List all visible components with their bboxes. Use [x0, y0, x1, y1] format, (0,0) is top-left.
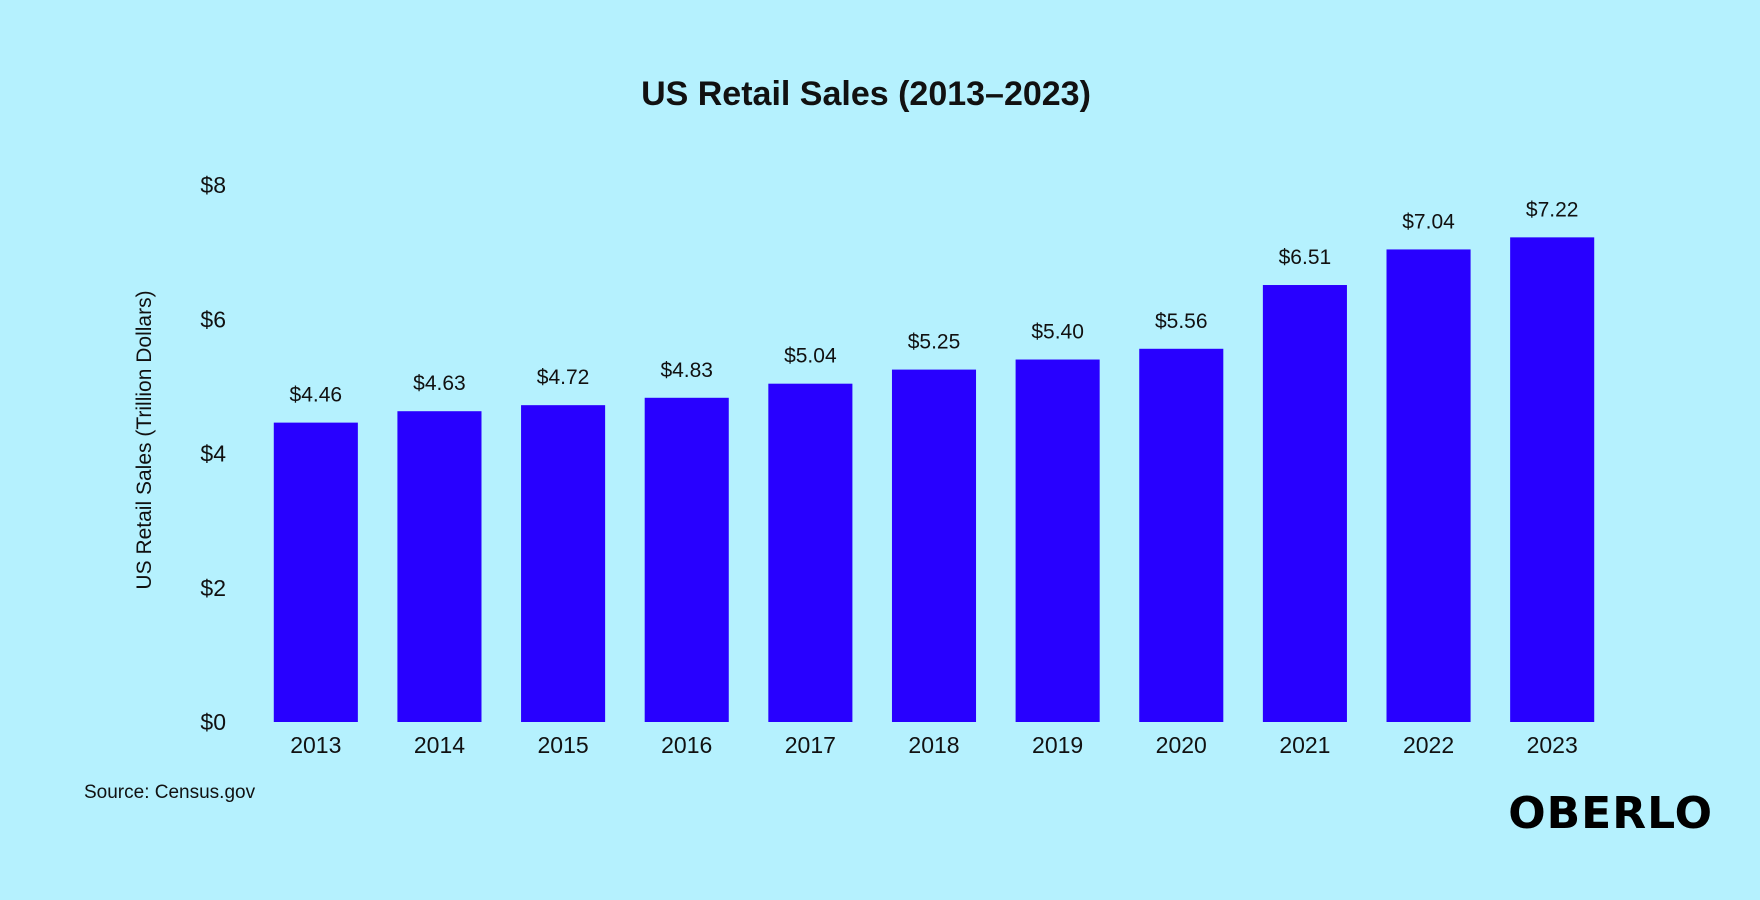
x-tick-label: 2020 [1156, 732, 1207, 758]
y-tick-label: $6 [200, 306, 226, 332]
value-label: $7.22 [1526, 198, 1579, 221]
x-tick-label: 2016 [661, 732, 712, 758]
value-label: $5.40 [1031, 321, 1084, 344]
value-label: $6.51 [1279, 246, 1332, 269]
brand-logo: OBERLO [1508, 788, 1713, 839]
bar [521, 405, 606, 722]
y-axis-label: US Retail Sales (Trillion Dollars) [133, 290, 156, 589]
value-label: $7.04 [1402, 210, 1455, 233]
x-tick-label: 2021 [1279, 732, 1330, 758]
y-axis-ticks: $0 $2 $4 $6 $8 [200, 172, 226, 735]
bar [768, 383, 853, 722]
bar [1015, 359, 1100, 722]
x-axis-ticks: 2013 2014 2015 2016 2017 2018 2019 2020 2021 2022… [290, 732, 1578, 758]
value-label: $5.04 [784, 345, 837, 368]
source-note: Source: Census.gov [84, 782, 256, 803]
chart-title: US Retail Sales (2013–2023) [641, 75, 1091, 113]
value-labels: $4.46 $4.63 $4.72 $4.83 $5.04 $5.25 $5.40 $5.56… [290, 198, 1579, 406]
bar [644, 397, 729, 722]
bar [397, 411, 482, 722]
x-tick-label: 2015 [538, 732, 589, 758]
y-tick-label: $8 [200, 172, 226, 198]
x-tick-label: 2014 [414, 732, 465, 758]
bar [891, 369, 977, 722]
x-tick-label: 2023 [1527, 732, 1578, 758]
value-label: $4.72 [537, 366, 590, 389]
x-tick-label: 2018 [908, 732, 959, 758]
value-label: $4.46 [290, 384, 343, 407]
value-label: $5.56 [1155, 310, 1208, 333]
bar [1262, 285, 1347, 722]
y-tick-label: $4 [200, 441, 226, 467]
x-tick-label: 2017 [785, 732, 836, 758]
y-tick-label: $2 [200, 575, 226, 601]
bar [1510, 237, 1595, 723]
y-tick-label: $0 [200, 709, 226, 735]
x-tick-label: 2013 [290, 732, 341, 758]
bar [273, 422, 358, 722]
bars [273, 237, 1595, 723]
value-label: $4.63 [413, 372, 466, 395]
bar [1139, 348, 1224, 722]
x-tick-label: 2019 [1032, 732, 1083, 758]
x-tick-label: 2022 [1403, 732, 1454, 758]
value-label: $4.83 [660, 359, 713, 382]
value-label: $5.25 [908, 331, 961, 354]
bar [1386, 249, 1471, 722]
